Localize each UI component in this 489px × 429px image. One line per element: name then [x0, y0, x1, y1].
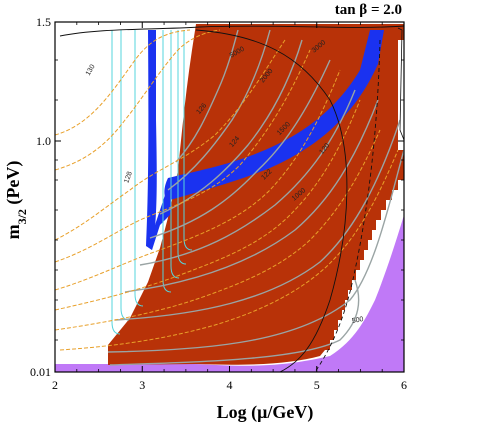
x-tick-label: 4 [227, 378, 233, 392]
x-tick-label: 2 [52, 378, 58, 392]
cyan-contour [111, 30, 121, 335]
gray-contour [167, 29, 271, 191]
higgs-mass-contour [55, 49, 311, 263]
gray-contour [175, 29, 239, 163]
gray-contour [114, 119, 401, 321]
black-top-contour [59, 25, 404, 37]
gray-contour [109, 279, 360, 366]
higgs-mass-contour [55, 69, 341, 291]
cyan-contour [134, 30, 144, 307]
gray-contour [124, 99, 379, 293]
higgs-mass-contour [55, 29, 191, 136]
plot-content: 1301281261241221201000150020003000500050… [55, 24, 404, 372]
x-tick-label: 6 [401, 378, 407, 392]
contour-label: 130 [85, 63, 97, 77]
higgs-mass-contour [55, 29, 221, 171]
higgs-mass-contour [55, 99, 361, 311]
excluded-region-purple [55, 215, 404, 372]
gray-contour [107, 149, 404, 353]
gray-contour [159, 39, 303, 215]
higgs-mass-contour [59, 149, 399, 351]
higgs-mass-contour [55, 39, 286, 241]
cyan-contour [162, 30, 172, 293]
blue-band-vertical [146, 30, 157, 250]
y-tick-label: 0.01 [30, 365, 51, 379]
plot-area: 1301281261241221201000150020003000500050… [54, 21, 405, 373]
chart-title: tan β = 2.0 [335, 2, 402, 18]
x-axis-label: Log (μ/GeV) [217, 402, 314, 423]
y-axis-ticks: 0.01 1.0 1.5 [30, 15, 404, 379]
black-edge-contour [397, 27, 404, 141]
y-tick-label: 1.0 [36, 134, 51, 148]
x-tick-label: 5 [314, 378, 320, 392]
contour-label: 500 [351, 316, 364, 325]
cyan-contour [183, 30, 193, 251]
black-contour [195, 29, 348, 372]
x-tick-label: 3 [139, 378, 145, 392]
contour-label: 128 [123, 171, 134, 184]
cyan-contour [177, 30, 187, 265]
blue-band-diagonal [164, 30, 384, 201]
x-axis-ticks: 2 3 4 5 6 [52, 22, 407, 392]
higgs-mass-contour [55, 129, 381, 331]
y-tick-label: 1.5 [36, 15, 51, 29]
y-axis-label: m3/2 (PeV) [3, 161, 29, 240]
black-dashed-contour [314, 39, 381, 372]
gray-contour [139, 89, 356, 266]
cyan-contour [170, 30, 180, 279]
gray-contour [149, 59, 331, 239]
